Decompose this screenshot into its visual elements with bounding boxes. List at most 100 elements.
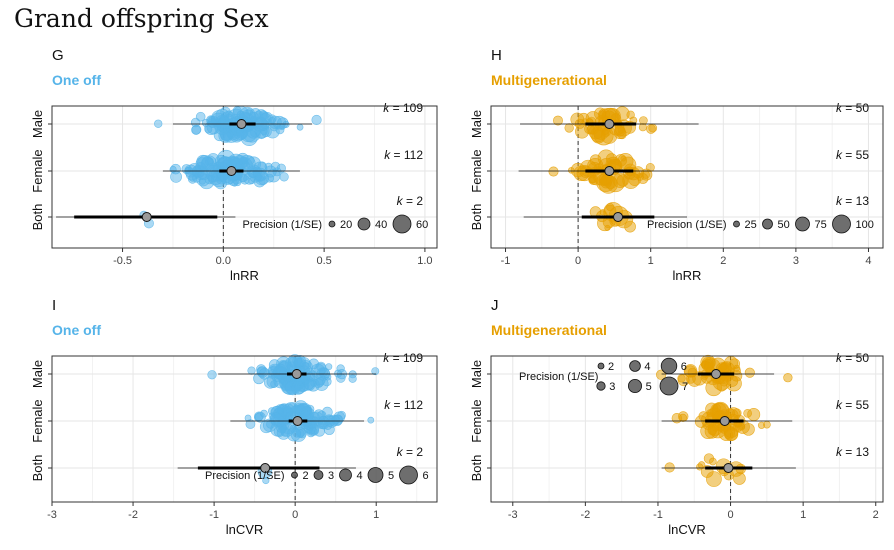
y-tick-label: Male	[469, 110, 484, 138]
x-tick-label: 0.5	[316, 255, 331, 267]
data-point	[268, 115, 282, 129]
legend-value: 7	[682, 381, 688, 393]
data-point	[579, 159, 597, 177]
data-point	[588, 175, 596, 184]
data-point	[268, 412, 276, 420]
point-estimate	[711, 369, 722, 379]
data-point	[246, 124, 261, 139]
data-point	[575, 124, 589, 139]
k-value: = 50	[842, 351, 869, 365]
k-value: = 50	[842, 101, 869, 115]
point-estimate	[604, 166, 615, 176]
figure-title: Grand offspring Sex	[14, 4, 269, 33]
y-tick-label: Both	[469, 455, 484, 482]
legend-symbol	[627, 379, 642, 394]
point-estimate	[291, 369, 302, 379]
data-point	[697, 461, 706, 469]
data-point	[154, 119, 163, 128]
legend-symbol	[762, 218, 773, 230]
data-point	[266, 419, 276, 429]
data-point	[707, 425, 718, 436]
point-estimate	[719, 416, 730, 426]
legend-title: Precision (1/SE)	[205, 470, 284, 482]
y-tick-label: Female	[30, 399, 45, 442]
data-point	[270, 380, 278, 388]
data-point	[624, 220, 636, 233]
legend-value: 6	[681, 361, 687, 373]
k-symbol: k	[384, 148, 391, 162]
k-symbol: k	[397, 194, 404, 208]
x-tick-label: -1	[501, 255, 511, 267]
x-tick-label: -3	[508, 509, 518, 521]
k-value: = 112	[390, 398, 423, 412]
legend-symbol	[313, 470, 324, 480]
data-point	[254, 411, 266, 423]
k-label: k = 112	[384, 398, 423, 412]
panel-subtitle: One off	[52, 322, 101, 338]
x-axis-label: lnCVR	[668, 522, 706, 537]
data-point	[705, 379, 722, 397]
x-tick-label: 0	[727, 509, 733, 521]
data-point	[260, 120, 270, 130]
k-label: k = 2	[397, 194, 424, 208]
legend-value: 40	[375, 219, 387, 231]
k-value: = 55	[842, 148, 869, 162]
k-symbol: k	[384, 398, 391, 412]
data-point	[219, 127, 234, 141]
y-tick-label: Female	[469, 399, 484, 442]
panel-letter: G	[52, 47, 64, 64]
x-tick-label: -1	[209, 509, 219, 521]
plot-frame	[490, 355, 884, 503]
data-point	[646, 124, 656, 134]
point-estimate	[260, 463, 271, 473]
x-tick-label: 3	[793, 255, 799, 267]
legend: 100 75 50 25 Precision (1/SE)	[647, 214, 874, 234]
k-value: = 112	[390, 148, 423, 162]
k-label: k = 50	[836, 101, 869, 115]
k-label: k = 55	[836, 148, 869, 162]
x-tick-label: -0.5	[113, 255, 132, 267]
point-estimate	[236, 119, 247, 129]
data-point	[196, 154, 210, 168]
y-tick-label: Female	[469, 149, 484, 192]
x-tick-label: 0.0	[216, 255, 231, 267]
data-point	[732, 366, 741, 375]
panel-subtitle: Multigenerational	[491, 322, 607, 338]
legend-symbol	[392, 214, 412, 234]
data-point	[195, 111, 206, 122]
k-label: k = 13	[836, 445, 869, 459]
data-point	[291, 380, 305, 395]
data-point	[310, 363, 326, 379]
legend-title: Precision (1/SE)	[243, 219, 322, 231]
x-tick-label: 4	[865, 255, 871, 267]
panel-subtitle: Multigenerational	[491, 72, 607, 88]
legend-value: 6	[423, 470, 429, 482]
k-value: = 13	[842, 194, 869, 208]
legend-symbol	[659, 376, 679, 396]
data-point	[570, 112, 585, 127]
k-label: k = 13	[836, 194, 869, 208]
data-point	[548, 166, 559, 177]
y-tick-label: Male	[30, 360, 45, 388]
k-value: = 13	[842, 445, 869, 459]
data-point	[191, 124, 202, 135]
data-point	[586, 125, 596, 135]
k-value: = 2	[403, 194, 424, 208]
legend-value: 100	[856, 219, 874, 231]
data-point	[247, 366, 256, 375]
legend-symbol	[328, 220, 336, 228]
point-estimate	[226, 166, 237, 176]
point-estimate	[141, 212, 152, 222]
panel-letter: I	[52, 297, 56, 314]
legend-symbol	[733, 220, 740, 228]
y-tick-label: Both	[30, 204, 45, 231]
k-symbol: k	[383, 351, 390, 365]
point-estimate	[613, 212, 624, 222]
data-point	[267, 366, 278, 376]
x-tick-label: -2	[580, 509, 590, 521]
x-tick-label: 2	[873, 509, 879, 521]
